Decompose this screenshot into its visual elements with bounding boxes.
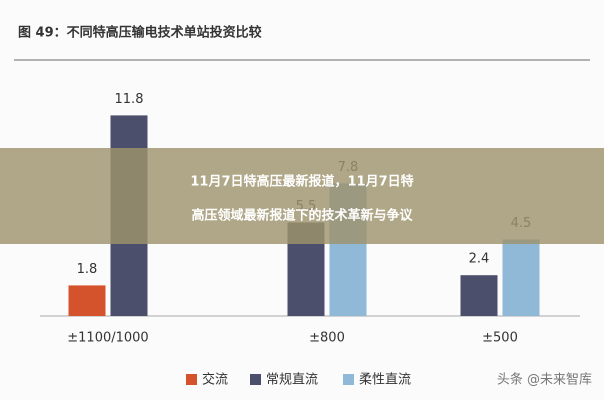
data-label: 2.4 bbox=[469, 252, 490, 267]
watermark: 头条 @未来智库 bbox=[497, 372, 592, 388]
bar bbox=[68, 285, 106, 316]
x-tick-label: ±800 bbox=[309, 331, 345, 346]
data-label: 1.8 bbox=[77, 262, 98, 277]
legend-swatch bbox=[186, 374, 197, 385]
x-tick-label: ±500 bbox=[482, 331, 518, 346]
bar bbox=[460, 275, 498, 316]
chart-title: 图 49：不同特高压输电技术单站投资比较 bbox=[18, 25, 262, 41]
data-label: 11.8 bbox=[115, 92, 144, 107]
legend-swatch bbox=[250, 374, 261, 385]
legend-swatch bbox=[343, 374, 354, 385]
bar bbox=[502, 239, 540, 316]
legend-label: 交流 bbox=[202, 372, 228, 388]
banner-text: 高压领域最新报道下的技术革新与争议 bbox=[191, 208, 413, 224]
banner bbox=[0, 148, 604, 244]
legend-label: 柔性直流 bbox=[359, 373, 411, 388]
x-tick-label: ±1100/1000 bbox=[67, 331, 148, 346]
legend-label: 常规直流 bbox=[266, 373, 318, 388]
banner-text: 11月7日特高压最新报道，11月7日特 bbox=[190, 174, 413, 190]
